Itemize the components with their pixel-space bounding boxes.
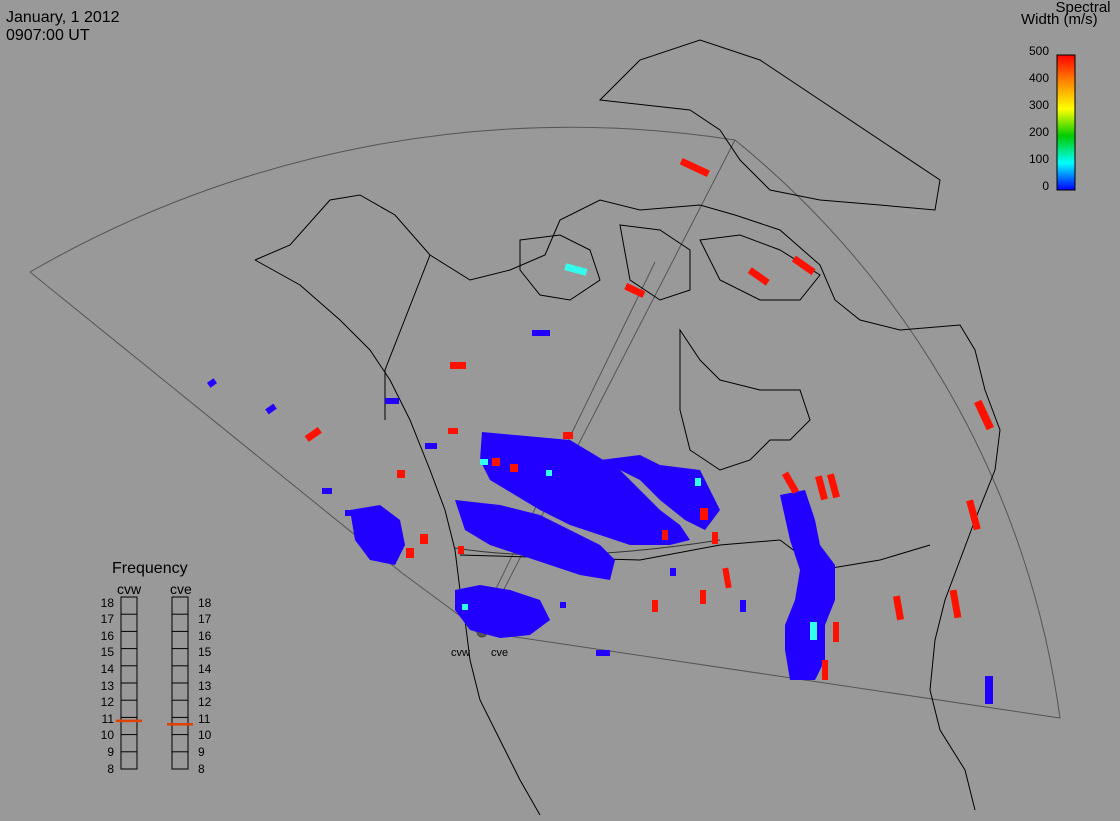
coastlines — [254, 39, 1001, 816]
echoes-mid-width — [462, 263, 817, 640]
frequency-level-right: 8 — [198, 762, 205, 776]
colorbar — [1056, 54, 1076, 191]
frequency-level-right: 14 — [198, 662, 212, 676]
colorbar-tick: 400 — [1028, 71, 1049, 85]
colorbar-title-line1: Spectral — [1055, 0, 1111, 16]
frequency-level-left: 14 — [100, 662, 114, 676]
cvw-column-label: cvw — [117, 581, 142, 597]
echoes-high-width — [304, 157, 994, 680]
time-label: 0907:00 UT — [6, 27, 90, 44]
frequency-level-left: 11 — [101, 712, 114, 726]
field-of-view-outline — [29, 126, 1061, 719]
date-label: January, 1 2012 — [6, 9, 120, 26]
frequency-level-left: 13 — [100, 679, 114, 693]
frequency-level-right: 9 — [198, 745, 205, 759]
frequency-level-left: 9 — [107, 745, 114, 759]
frequency-level-right: 11 — [198, 712, 211, 726]
colorbar-title-line2: Width (m/s) — [1021, 11, 1098, 28]
colorbar-tick: 300 — [1028, 98, 1049, 112]
frequency-level-right: 10 — [198, 728, 212, 742]
frequency-title: Frequency — [112, 560, 188, 577]
site-label-cve: cve — [491, 647, 509, 659]
frequency-level-left: 15 — [100, 645, 114, 659]
frequency-level-right: 12 — [198, 695, 212, 709]
echoes-low-width — [207, 330, 993, 704]
colorbar-tick: 500 — [1028, 44, 1049, 58]
frequency-level-left: 17 — [100, 612, 114, 626]
frequency-level-right: 17 — [198, 612, 212, 626]
frequency-level-left: 12 — [100, 695, 114, 709]
frequency-grid — [121, 613, 188, 753]
frequency-level-right: 15 — [198, 645, 212, 659]
frequency-level-right: 13 — [198, 679, 212, 693]
colorbar-tick: 100 — [1028, 152, 1049, 166]
colorbar-tick: 200 — [1028, 125, 1049, 139]
frequency-level-right: 16 — [198, 629, 212, 643]
frequency-level-right: 18 — [198, 596, 212, 610]
frequency-level-left: 10 — [100, 728, 114, 742]
frequency-level-left: 18 — [100, 596, 114, 610]
frequency-level-left: 16 — [100, 629, 114, 643]
site-label-cvw: cvw — [451, 647, 470, 659]
colorbar-tick: 0 — [1042, 179, 1049, 193]
cve-column-label: cve — [170, 581, 192, 597]
frequency-level-left: 8 — [107, 762, 114, 776]
frequency-markers — [116, 719, 193, 726]
